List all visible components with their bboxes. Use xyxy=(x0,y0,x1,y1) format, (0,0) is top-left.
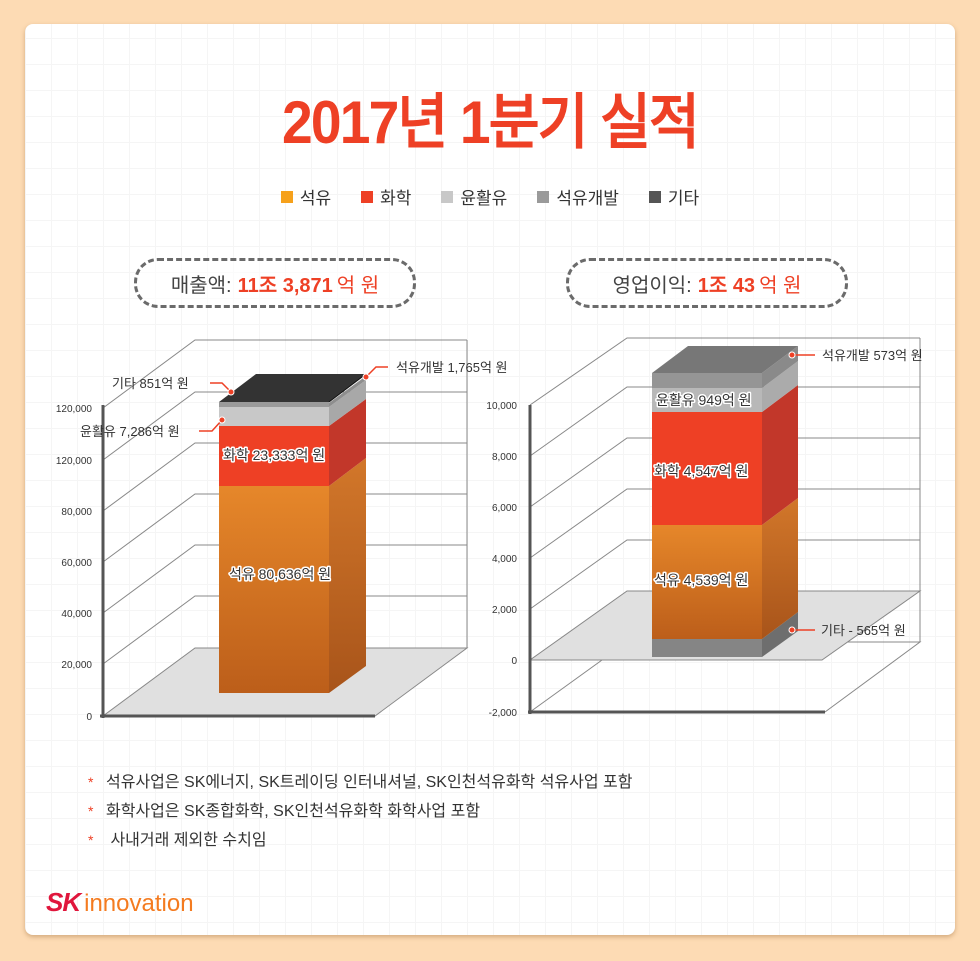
operating-profit-chart: -2,000 0 2,000 4,000 6,000 8,000 10,000 … xyxy=(486,337,923,719)
bar-petroleum-side xyxy=(762,498,798,639)
svg-text:80,000: 80,000 xyxy=(61,507,92,518)
gridlines xyxy=(102,339,468,665)
callout-upstream: 석유개발 573억 원 xyxy=(788,348,923,363)
chart-legend: 석유 화학 윤활유 석유개발 기타 xyxy=(0,184,980,209)
callout-lubricant: 윤활유 7,286억 원 xyxy=(80,416,226,439)
petroleum-value-label: 석유 4,539억 원 xyxy=(654,572,748,588)
svg-text:20,000: 20,000 xyxy=(61,660,92,671)
chemical-value-label: 화학 23,333억 원 xyxy=(223,447,325,463)
callout-other: 기타 851억 원 xyxy=(112,376,235,396)
logo-sk: SK xyxy=(46,887,81,917)
svg-text:4,000: 4,000 xyxy=(492,554,517,565)
footnote: * 화학사업은 SK종합화학, SK인천석유화학 화학사업 포함 xyxy=(88,797,632,826)
footnotes: * 석유사업은 SK에너지, SK트레이딩 인터내셔널, SK인천석유화학 석유… xyxy=(88,768,632,855)
profit-label: 영업이익: xyxy=(612,274,692,297)
logo-innovation: innovation xyxy=(84,890,194,917)
footnote-text: 사내거래 제외한 수치임 xyxy=(106,832,267,849)
bar-chemical xyxy=(652,412,762,525)
gridlines xyxy=(529,337,921,642)
profit-summary-pill: 영업이익: 1조 43 억 원 xyxy=(566,258,848,308)
footnote: * 석유사업은 SK에너지, SK트레이딩 인터내셔널, SK인천석유화학 석유… xyxy=(88,768,632,797)
svg-text:-2,000: -2,000 xyxy=(489,708,518,719)
svg-text:석유개발 1,765억 원: 석유개발 1,765억 원 xyxy=(396,360,508,375)
page-title: 2017년 1분기 실적 xyxy=(281,89,700,156)
y-axis-ticks: 0 20,000 40,000 60,000 80,000 120,000 12… xyxy=(56,404,93,723)
svg-text:120,000: 120,000 xyxy=(56,456,93,467)
svg-text:2,000: 2,000 xyxy=(492,605,517,616)
bar-lubricant xyxy=(219,407,329,426)
bar-top xyxy=(652,346,798,373)
bar-lubricant-side xyxy=(329,380,366,426)
bar-other-side xyxy=(762,612,798,657)
revenue-label: 매출액: xyxy=(170,274,232,297)
bar-chemical-side xyxy=(762,385,798,525)
legend-label: 화학 xyxy=(380,189,412,208)
footnote-text: 석유사업은 SK에너지, SK트레이딩 인터내셔널, SK인천석유화학 석유사업… xyxy=(106,774,633,791)
revenue-summary-pill: 매출액: 11조 3,871 억 원 xyxy=(134,258,416,308)
legend-label: 석유 xyxy=(299,189,332,208)
svg-text:10,000: 10,000 xyxy=(486,401,517,412)
bar-petroleum xyxy=(652,525,762,639)
revenue-value: 11조 3,871 xyxy=(237,274,333,297)
callout-upstream: 석유개발 1,765억 원 xyxy=(362,360,508,381)
legend-label: 기타 xyxy=(667,189,700,208)
bar-lubricant xyxy=(652,388,762,412)
bar-upstream-side xyxy=(329,376,366,407)
lubricant-value-label: 윤활유 949억 원 xyxy=(656,392,752,408)
bar-chemical-side xyxy=(329,399,366,486)
bar-other xyxy=(652,639,762,657)
revenue-unit: 억 원 xyxy=(336,274,380,297)
footnote-text: 화학사업은 SK종합화학, SK인천석유화학 화학사업 포함 xyxy=(106,803,481,820)
infographic-card xyxy=(25,24,955,935)
legend-item-lubricant: 윤활유 xyxy=(441,184,507,209)
legend-item-petroleum: 석유 xyxy=(280,184,332,209)
legend-swatch-icon xyxy=(441,190,454,203)
svg-text:60,000: 60,000 xyxy=(61,558,92,569)
legend-swatch-icon xyxy=(280,190,293,203)
profit-unit: 억 원 xyxy=(759,274,802,297)
bar-upstream xyxy=(652,373,762,388)
profit-value: 1조 43 xyxy=(697,274,756,297)
svg-text:석유개발 573억 원: 석유개발 573억 원 xyxy=(822,348,923,363)
svg-text:0: 0 xyxy=(86,712,92,723)
svg-text:윤활유 7,286억 원: 윤활유 7,286억 원 xyxy=(80,424,180,439)
svg-text:6,000: 6,000 xyxy=(492,503,517,514)
legend-label: 윤활유 xyxy=(460,189,508,208)
legend-swatch-icon xyxy=(361,190,374,203)
svg-text:기타 - 565억 원: 기타 - 565억 원 xyxy=(821,623,906,638)
svg-text:0: 0 xyxy=(511,656,517,667)
svg-text:기타 851억 원: 기타 851억 원 xyxy=(112,376,189,391)
revenue-chart: 0 20,000 40,000 60,000 80,000 120,000 12… xyxy=(56,339,508,723)
bar-lubricant-side xyxy=(762,361,798,412)
footnote: * 사내거래 제외한 수치임 xyxy=(88,826,632,855)
legend-item-upstream: 석유개발 xyxy=(537,184,619,209)
svg-text:40,000: 40,000 xyxy=(61,609,92,620)
svg-text:120,000: 120,000 xyxy=(56,404,93,415)
legend-label: 석유개발 xyxy=(556,189,619,208)
svg-text:8,000: 8,000 xyxy=(492,452,517,463)
legend-item-chemical: 화학 xyxy=(361,184,411,209)
asterisk-icon: * xyxy=(88,803,94,819)
bar-petroleum xyxy=(219,486,329,693)
asterisk-icon: * xyxy=(88,832,94,848)
sk-innovation-logo: SK innovation xyxy=(46,887,194,918)
asterisk-icon: * xyxy=(88,774,94,790)
bar-upstream xyxy=(219,402,329,407)
legend-swatch-icon xyxy=(537,190,550,203)
petroleum-value-label: 석유 80,636억 원 xyxy=(229,566,331,582)
bar-other-top xyxy=(219,374,366,402)
y-axis-ticks: -2,000 0 2,000 4,000 6,000 8,000 10,000 xyxy=(486,401,517,719)
callout-other: 기타 - 565억 원 xyxy=(788,623,906,638)
legend-swatch-icon xyxy=(648,190,661,203)
legend-item-other: 기타 xyxy=(648,184,700,209)
chemical-value-label: 화학 4,547억 원 xyxy=(654,463,748,479)
bar-chemical xyxy=(219,426,329,486)
